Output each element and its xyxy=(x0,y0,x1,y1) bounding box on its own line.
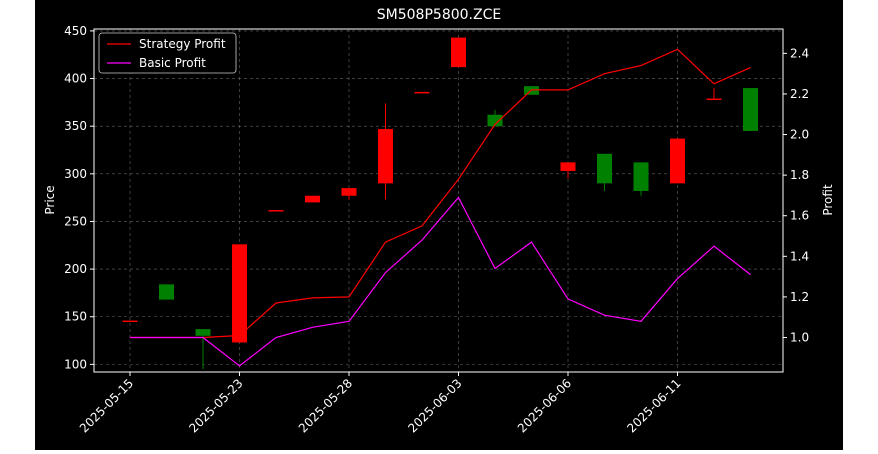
candle-body xyxy=(305,195,320,203)
profit-lines xyxy=(130,48,751,367)
candle-body xyxy=(706,98,722,101)
legend-strategy-label: Strategy Profit xyxy=(139,37,226,51)
basic-profit-line xyxy=(130,196,751,367)
y-tick-label: 200 xyxy=(64,262,87,276)
y2-tick-label: 1.2 xyxy=(790,290,809,304)
y-tick-label: 350 xyxy=(64,119,87,133)
candle-body xyxy=(159,284,174,300)
y-axis-label: Price xyxy=(43,185,57,214)
plot-frame xyxy=(93,28,784,373)
legend-basic-label: Basic Profit xyxy=(139,56,206,70)
candle-body xyxy=(232,244,247,343)
candles xyxy=(122,37,758,370)
y2-axis-label: Profit xyxy=(821,184,835,216)
y-tick-label: 450 xyxy=(64,24,87,38)
figure-background xyxy=(35,0,843,450)
y2-tick-label: 2.2 xyxy=(790,87,809,101)
y2-tick-label: 1.0 xyxy=(790,330,809,344)
candle-body xyxy=(633,162,649,191)
candle-body xyxy=(487,114,503,127)
candle-body xyxy=(122,320,138,323)
y-tick-label: 100 xyxy=(64,357,87,371)
y2-tick-label: 1.6 xyxy=(790,209,809,223)
strategy-profit-line xyxy=(130,48,751,339)
candle-body xyxy=(597,153,612,184)
y2-tick-label: 2.0 xyxy=(790,128,809,142)
candle-body xyxy=(195,329,211,336)
candle-body xyxy=(670,138,685,184)
y2-tick-label: 2.4 xyxy=(790,46,809,60)
candle-body xyxy=(341,188,357,196)
y-tick-label: 300 xyxy=(64,167,87,181)
y-tick-label: 250 xyxy=(64,214,87,228)
candle-body xyxy=(414,91,430,94)
candle-body xyxy=(743,88,758,131)
y2-tick-label: 1.8 xyxy=(790,168,809,182)
candle-body xyxy=(451,37,466,68)
candle-body xyxy=(378,129,393,184)
y-tick-label: 400 xyxy=(64,72,87,86)
legend: Strategy Profit Basic Profit xyxy=(98,32,237,74)
chart-title: SM508P5800.ZCE xyxy=(377,7,501,23)
candle-body xyxy=(268,210,284,212)
legend-box xyxy=(98,32,237,74)
y2-tick-label: 1.4 xyxy=(790,249,809,263)
candle-body xyxy=(560,162,576,171)
y-tick-label: 150 xyxy=(64,310,87,324)
